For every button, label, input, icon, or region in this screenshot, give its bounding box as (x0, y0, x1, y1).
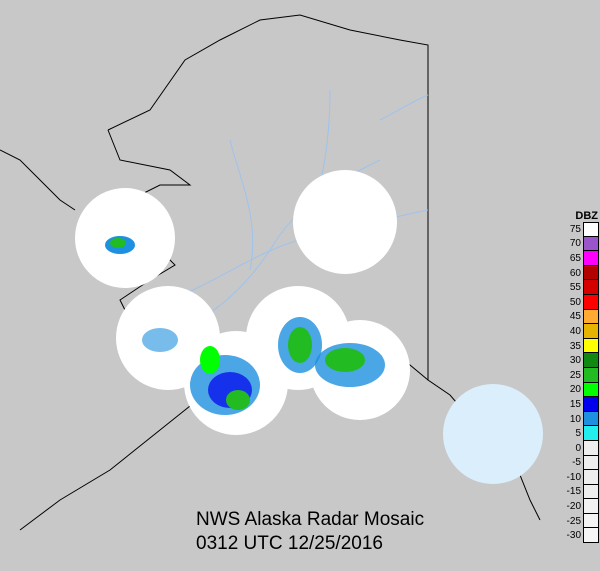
legend-swatch (583, 470, 599, 485)
legend-label: 55 (569, 282, 581, 294)
legend-swatch (583, 309, 599, 325)
legend-entry: 75 (566, 221, 600, 238)
legend-entry: 40 (566, 324, 600, 339)
legend-swatch (583, 440, 599, 456)
legend-label: 75 (569, 223, 581, 235)
legend-entry: 70 (566, 236, 600, 252)
legend-label: 60 (569, 267, 581, 279)
legend-entry: -30 (566, 528, 600, 544)
dbz-legend: DBZ 75 70 65 60 55 50 45 40 35 30 25 20 15 10 5 0 -5 -10-… (566, 210, 600, 544)
legend-label: 0 (575, 442, 581, 454)
legend-label: 45 (569, 311, 581, 323)
legend-label: -15 (566, 486, 581, 498)
legend-label: 25 (569, 369, 581, 381)
legend-swatch (583, 221, 599, 238)
legend-swatch (583, 426, 599, 441)
legend-swatch (583, 367, 599, 383)
legend-entry: 0 (566, 440, 600, 456)
legend-entry: 65 (566, 251, 600, 266)
legend-label: 15 (569, 398, 581, 410)
legend-entry: 30 (566, 353, 600, 368)
legend-swatch (583, 324, 599, 339)
legend-entry: -20 (566, 499, 600, 514)
legend-swatch (583, 353, 599, 368)
legend-swatch (583, 251, 599, 266)
precipitation-echoes (105, 236, 385, 415)
legend-label: -5 (572, 457, 581, 469)
legend-entry: 35 (566, 338, 600, 354)
legend-swatch (583, 294, 599, 310)
legend-label: -20 (566, 501, 581, 513)
map-title: NWS Alaska Radar Mosaic (196, 509, 425, 530)
legend-swatch (583, 236, 599, 252)
legend-swatch (583, 455, 599, 471)
legend-unit: DBZ (575, 210, 598, 222)
legend-swatch (583, 338, 599, 354)
legend-label: 65 (569, 252, 581, 264)
legend-entry: 10 (566, 411, 600, 427)
legend-label: 5 (575, 428, 581, 440)
legend-swatch (583, 411, 599, 427)
radar-site-fairbanks (293, 170, 397, 274)
legend-entry: -10 (566, 470, 600, 485)
legend-label: -10 (566, 471, 581, 483)
legend-entry: 20 (566, 382, 600, 398)
legend-swatch (583, 528, 599, 544)
legend-entry: 15 (566, 397, 600, 412)
legend-label: -25 (566, 515, 581, 527)
legend-label: 20 (569, 384, 581, 396)
legend-entry: 55 (566, 280, 600, 295)
radar-site-sitka (443, 384, 543, 484)
legend-swatch (583, 499, 599, 514)
legend-entry: 50 (566, 294, 600, 310)
legend-swatch (583, 484, 599, 500)
legend-label: 40 (569, 325, 581, 337)
legend-label: 10 (569, 413, 581, 425)
legend-entry: -25 (566, 513, 600, 529)
legend-entry: -5 (566, 455, 600, 471)
legend-entry: 5 (566, 426, 600, 441)
map-timestamp: 0312 UTC 12/25/2016 (196, 533, 383, 554)
legend-entry: -15 (566, 484, 600, 500)
legend-entry: 60 (566, 265, 600, 281)
legend-swatch (583, 265, 599, 281)
legend-swatch (583, 382, 599, 398)
legend-swatch (583, 397, 599, 412)
legend-swatch (583, 513, 599, 529)
legend-swatch (583, 280, 599, 295)
legend-label: 30 (569, 355, 581, 367)
legend-label: 70 (569, 238, 581, 250)
legend-label: 50 (569, 296, 581, 308)
legend-entry: 45 (566, 309, 600, 325)
legend-label: -30 (566, 530, 581, 542)
legend-label: 35 (569, 340, 581, 352)
legend-entry: 25 (566, 367, 600, 383)
